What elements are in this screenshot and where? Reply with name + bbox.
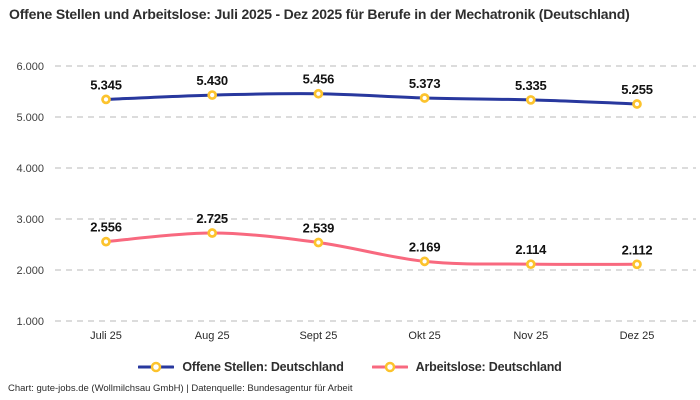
x-axis-tick-label: Juli 25 bbox=[90, 330, 122, 342]
x-axis-tick-label: Dez 25 bbox=[620, 330, 655, 342]
data-point-marker[interactable] bbox=[419, 256, 430, 267]
x-axis-tick-label: Aug 25 bbox=[195, 330, 230, 342]
pink-line-marker-icon bbox=[371, 361, 408, 373]
data-point-label: 5.255 bbox=[621, 82, 653, 97]
y-axis-tick-label: 4.000 bbox=[16, 163, 44, 175]
attribution-text: Chart: gute-jobs.de (Wollmilchsau GmbH) … bbox=[8, 383, 353, 394]
data-point-marker[interactable] bbox=[101, 94, 111, 105]
data-point-marker[interactable] bbox=[419, 93, 430, 103]
data-point-marker[interactable] bbox=[313, 237, 324, 248]
data-point-label: 5.373 bbox=[409, 76, 441, 91]
data-point-label: 5.430 bbox=[196, 73, 228, 88]
y-axis-tick-label: 2.000 bbox=[16, 265, 44, 277]
data-point-marker[interactable] bbox=[525, 95, 536, 105]
y-axis-tick-label: 5.000 bbox=[16, 112, 44, 124]
data-point-label: 2.539 bbox=[303, 221, 335, 236]
y-axis-tick-label: 6.000 bbox=[16, 61, 44, 73]
data-point-marker[interactable] bbox=[525, 259, 536, 270]
blue-line-marker-icon bbox=[138, 361, 175, 373]
data-point-label: 5.456 bbox=[303, 72, 335, 87]
legend-item-offene-stellen[interactable]: Offene Stellen: Deutschland bbox=[138, 360, 344, 374]
series-line-0 bbox=[104, 92, 639, 106]
x-axis-tick-label: Nov 25 bbox=[513, 330, 548, 342]
legend: Offene Stellen: Deutschland Arbeitslose:… bbox=[0, 360, 700, 374]
legend-label-arbeitslose: Arbeitslose: Deutschland bbox=[415, 360, 562, 374]
x-axis-tick-label: Okt 25 bbox=[408, 330, 440, 342]
y-axis-tick-label: 3.000 bbox=[16, 214, 44, 226]
legend-label-offene-stellen: Offene Stellen: Deutschland bbox=[182, 360, 344, 374]
data-point-label: 2.169 bbox=[409, 239, 441, 254]
data-point-marker[interactable] bbox=[632, 99, 642, 109]
data-point-label: 5.345 bbox=[90, 77, 122, 92]
data-point-marker[interactable] bbox=[313, 88, 324, 99]
y-axis-tick-label: 1.000 bbox=[16, 316, 44, 328]
data-point-marker[interactable] bbox=[207, 228, 218, 238]
chart-title: Offene Stellen und Arbeitslose: Juli 202… bbox=[9, 6, 630, 22]
data-point-label: 2.112 bbox=[622, 242, 653, 257]
data-point-label: 5.335 bbox=[515, 78, 547, 93]
data-point-label: 2.556 bbox=[90, 220, 122, 235]
series-line-1 bbox=[104, 231, 639, 266]
x-axis-tick-label: Sept 25 bbox=[299, 330, 337, 342]
data-point-label: 2.114 bbox=[515, 242, 547, 257]
data-point-marker[interactable] bbox=[101, 236, 111, 247]
legend-item-arbeitslose[interactable]: Arbeitslose: Deutschland bbox=[371, 360, 562, 374]
data-point-marker[interactable] bbox=[632, 259, 642, 270]
data-point-label: 2.725 bbox=[196, 211, 228, 226]
data-point-marker[interactable] bbox=[207, 90, 218, 100]
